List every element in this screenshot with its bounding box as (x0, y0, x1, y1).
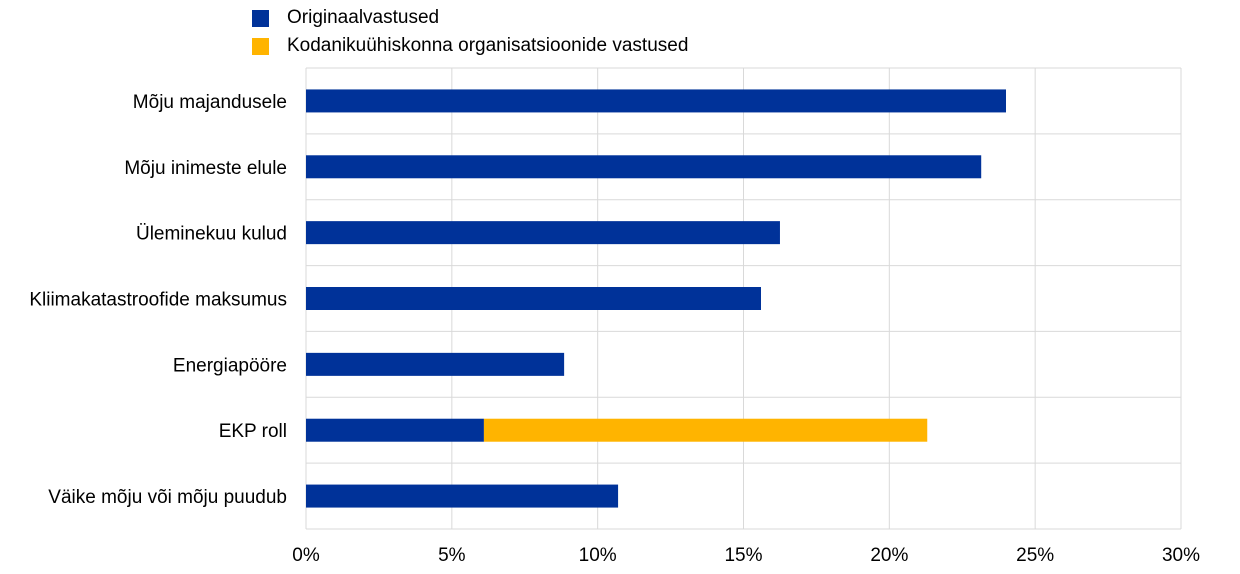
x-tick-labels: 0% 5% 10% 15% 20% 25% 30% (292, 545, 1200, 566)
legend-label: Originaalvastused (287, 7, 440, 28)
legend-label: Kodanikuühiskonna organisatsioonide vast… (287, 35, 689, 56)
category-label: Kliimakatastroofide maksumus (29, 290, 287, 311)
bar-originaalvastused (306, 155, 982, 179)
x-tick-label: 15% (724, 545, 762, 566)
bar-originaalvastused (306, 352, 565, 376)
bar-originaalvastused (306, 484, 619, 508)
bar-originaalvastused (306, 89, 1006, 113)
x-tick-label: 30% (1162, 545, 1200, 566)
legend: Originaalvastused Kodanikuühiskonna orga… (252, 4, 688, 60)
category-label: Üleminekuu kulud (136, 224, 287, 245)
x-tick-label: 5% (438, 545, 466, 566)
x-tick-label: 20% (870, 545, 908, 566)
category-label: EKP roll (219, 421, 287, 442)
x-tick-label: 25% (1016, 545, 1054, 566)
bars (306, 89, 1006, 508)
legend-swatch-originaalvastused (252, 9, 269, 27)
category-label: Mõju majandusele (133, 92, 287, 113)
x-tick-label: 0% (292, 545, 320, 566)
x-tick-label: 10% (579, 545, 617, 566)
bar-kodanikuuhiskond (483, 418, 928, 442)
legend-item-kodanikuuhiskond: Kodanikuühiskonna organisatsioonide vast… (252, 32, 688, 60)
legend-swatch-kodanikuuhiskond (252, 37, 269, 55)
bar-originaalvastused (306, 221, 780, 245)
bar-originaalvastused (306, 418, 484, 442)
legend-item-originaalvastused: Originaalvastused (252, 4, 688, 32)
category-label: Energiapööre (173, 355, 287, 376)
category-label: Väike mõju või mõju puudub (48, 487, 287, 508)
category-labels: Mõju majandusele Mõju inimeste elule Ülemi… (29, 92, 287, 508)
category-label: Mõju inimeste elule (124, 158, 287, 179)
bar-originaalvastused (306, 287, 761, 310)
